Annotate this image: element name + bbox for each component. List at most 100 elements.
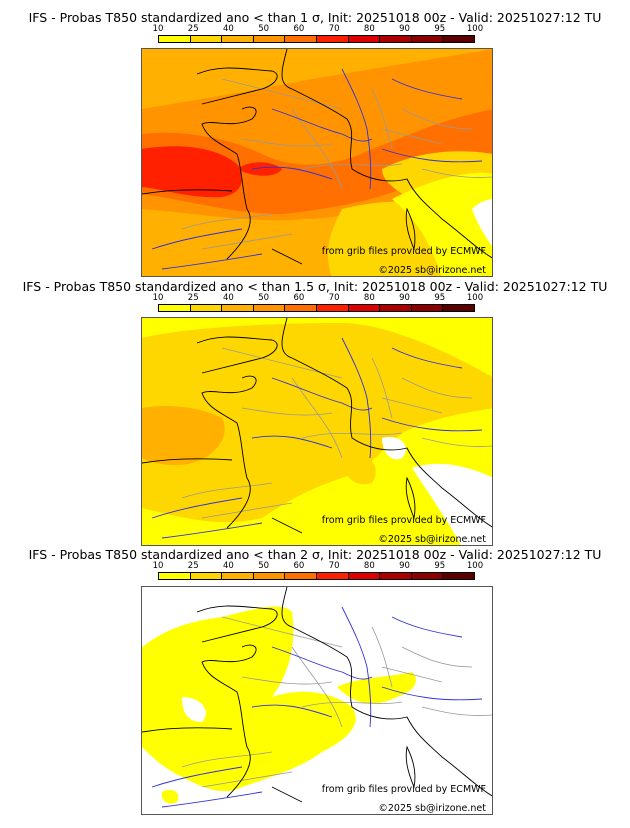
colorbar-tick-label: 90 [399,561,410,571]
colorbar-tick-label: 100 [466,561,484,571]
admin-border [291,108,343,190]
admin-border [201,502,293,519]
coastline [281,587,492,797]
colorbar-tick-label: 100 [466,24,484,34]
probability-map: from grib files provided by ECMWF ©2025 … [141,586,493,815]
colorbar-tick-label: 95 [434,293,446,303]
probability-fill-layer [142,49,492,276]
colorbar-tick-label: 40 [223,561,234,571]
panel-title: IFS - Probas T850 standardized ano < tha… [22,279,608,294]
panel-2: IFS - Probas T850 standardized ano < tha… [0,279,630,549]
colorbar-tick-label: 80 [363,561,375,571]
coastline [271,786,303,803]
colorbar-swatch [316,573,349,579]
copyright-credit: ©2025 sb@irizone.net [378,803,486,814]
copyright-credit: ©2025 sb@irizone.net [378,265,486,276]
river [151,228,243,250]
river [271,377,373,411]
colorbar-swatch [411,36,444,42]
colorbar-tick-label: 40 [223,293,234,303]
admin-border [181,751,273,768]
admin-border [241,676,333,685]
coastline [271,248,303,265]
probability-area [182,697,206,722]
colorbar-swatch [159,36,191,42]
coastline [142,727,233,733]
coastline [196,336,278,374]
probability-area [342,455,376,485]
rivers-layer [151,337,483,539]
admin-border [421,168,492,178]
colorbar-tick-label: 10 [152,561,164,571]
coastline [196,605,278,643]
river [391,347,463,369]
colorbar-swatch [285,573,317,579]
river [251,704,333,718]
coastline [201,106,257,260]
admin-border [401,646,473,668]
probability-area [472,199,492,247]
colorbar-tick-label: 95 [434,561,446,571]
admin-border [381,666,443,683]
colorbar-tick-label: 90 [399,24,410,34]
river [381,417,483,432]
colorbar-labels: 10 25 40 50 60 70 80 90 95 100 [150,562,490,572]
coastline [405,476,416,520]
probability-map: from grib files provided by ECMWF ©2025 … [141,317,493,546]
admin-border [291,646,343,728]
colorbar [158,572,475,580]
source-credit: from grib files provided by ECMWF [321,515,486,526]
river [271,646,373,680]
colorbar-tick-label: 60 [293,293,305,303]
river [151,766,243,788]
river [391,616,463,638]
panel-title: IFS - Probas T850 standardized ano < tha… [28,10,602,25]
rivers-layer [151,68,483,270]
colorbar-swatch [285,305,317,311]
colorbar-swatch [316,305,349,311]
colorbar-swatch [443,573,474,579]
colorbar-swatch [253,36,286,42]
admin-border [181,213,273,230]
admin-border [221,616,343,648]
map-canvas [142,587,492,814]
river [161,522,263,539]
colorbar-swatch [316,36,349,42]
coastline [142,458,233,464]
colorbar-swatch [285,36,317,42]
coastline [271,517,303,534]
colorbar-tick-label: 40 [223,24,234,34]
admin-border [381,397,443,414]
colorbar-swatch [411,305,444,311]
colorbar [158,35,475,43]
admin-border [371,88,393,150]
admin-border [421,706,492,716]
colorbar-tick-label: 50 [258,24,270,34]
colorbar-swatch [159,573,191,579]
admin-border [241,138,333,147]
colorbar-swatch [190,573,223,579]
probability-area [142,146,242,198]
admin-border [371,357,393,419]
colorbar-tick-label: 60 [293,561,305,571]
admin-border [301,701,403,708]
river [381,148,483,163]
coastline [405,745,416,789]
river [161,791,263,808]
coastline-layer [142,587,492,803]
colorbar-swatch [348,573,381,579]
probability-area [142,606,356,792]
colorbar-swatch [443,36,474,42]
admin-border [301,163,403,170]
colorbar-tick-label: 25 [187,293,199,303]
coastline-layer [142,49,492,265]
source-credit: from grib files provided by ECMWF [321,246,486,257]
copyright-credit: ©2025 sb@irizone.net [378,534,486,545]
colorbar-swatch [380,305,412,311]
colorbar-tick-label: 10 [152,24,164,34]
coastline [142,189,233,195]
coastline [201,644,257,798]
colorbar-tick-label: 60 [293,24,305,34]
river [341,606,372,728]
colorbar-tick-label: 70 [328,561,340,571]
